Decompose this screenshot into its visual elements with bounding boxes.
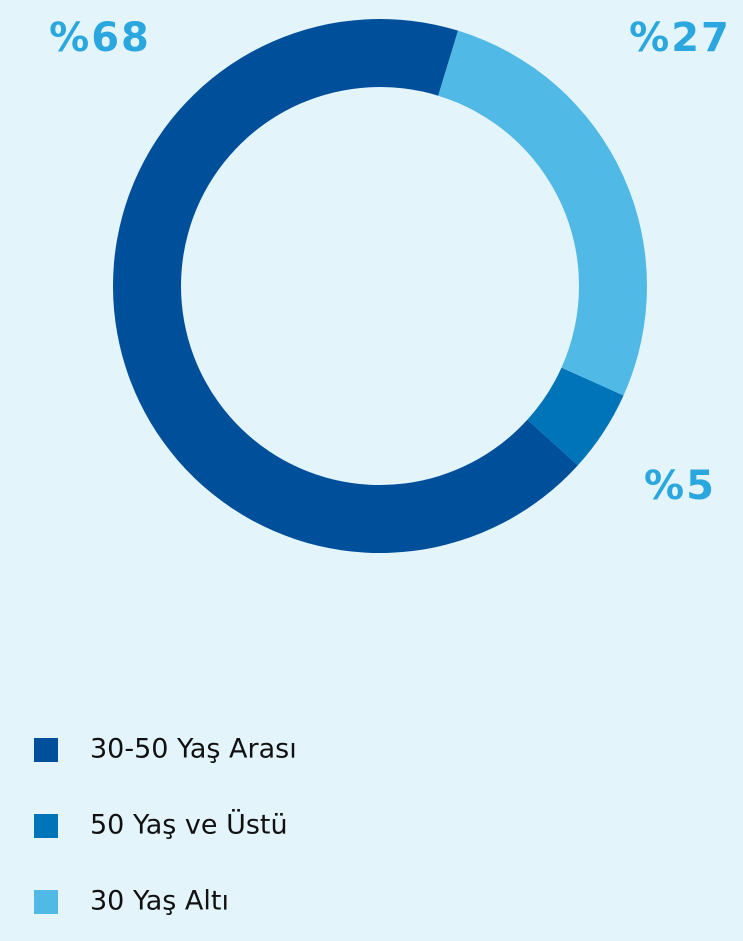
donut-segment — [112, 18, 578, 553]
value-label: %27 — [629, 15, 731, 61]
donut-segment — [438, 30, 647, 396]
value-label: %5 — [644, 463, 716, 509]
donut-segment — [527, 367, 624, 466]
value-label: %68 — [49, 15, 151, 61]
legend-swatch — [34, 738, 58, 762]
legend-label: 50 Yaş ve Üstü — [90, 809, 288, 841]
legend-label: 30 Yaş Altı — [90, 886, 229, 917]
legend-label: 30-50 Yaş Arası — [90, 734, 297, 765]
legend-swatch — [34, 890, 58, 914]
legend-swatch — [34, 814, 58, 838]
